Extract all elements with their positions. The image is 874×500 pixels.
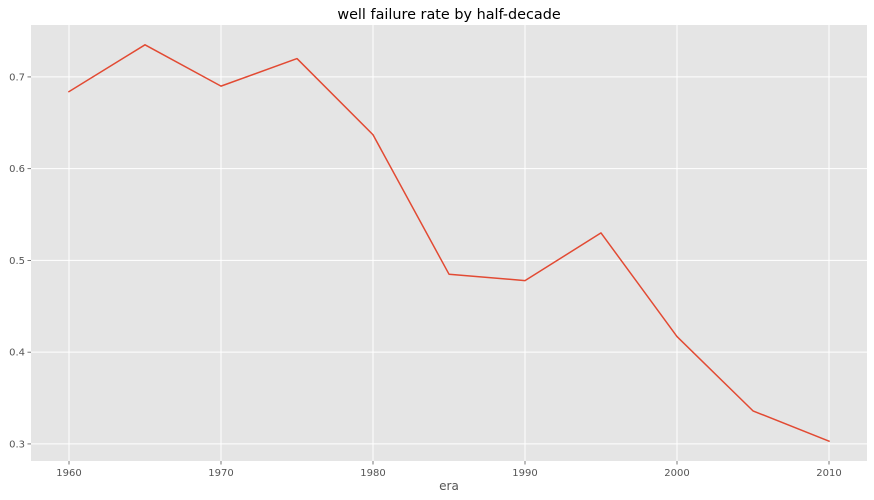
x-tick-label: 1980 bbox=[360, 468, 385, 479]
y-tick-label: 0.3 bbox=[9, 439, 25, 450]
x-tick-label: 1960 bbox=[56, 468, 81, 479]
y-tick-label: 0.4 bbox=[9, 348, 25, 359]
x-tick-label: 2010 bbox=[816, 468, 841, 479]
y-tick-label: 0.7 bbox=[9, 72, 25, 83]
x-tick-label: 2000 bbox=[664, 468, 689, 479]
y-tick-label: 0.5 bbox=[9, 256, 25, 267]
series-line-1 bbox=[67, 44, 830, 443]
chart-title: well failure rate by half-decade bbox=[337, 7, 561, 23]
y-gridlines bbox=[31, 76, 867, 445]
x-axis-ticks: 1960 1970 1980 1990 2000 2010 bbox=[56, 461, 842, 479]
y-axis-ticks: 0.3 0.4 0.5 0.6 0.7 bbox=[9, 72, 31, 450]
x-tick-label: 1990 bbox=[512, 468, 537, 479]
x-axis-title: era bbox=[439, 479, 459, 493]
x-tick-label: 1970 bbox=[208, 468, 233, 479]
y-tick-label: 0.6 bbox=[9, 164, 25, 175]
x-gridlines bbox=[68, 25, 830, 461]
series-layer bbox=[67, 44, 830, 443]
plot-area bbox=[31, 25, 867, 461]
